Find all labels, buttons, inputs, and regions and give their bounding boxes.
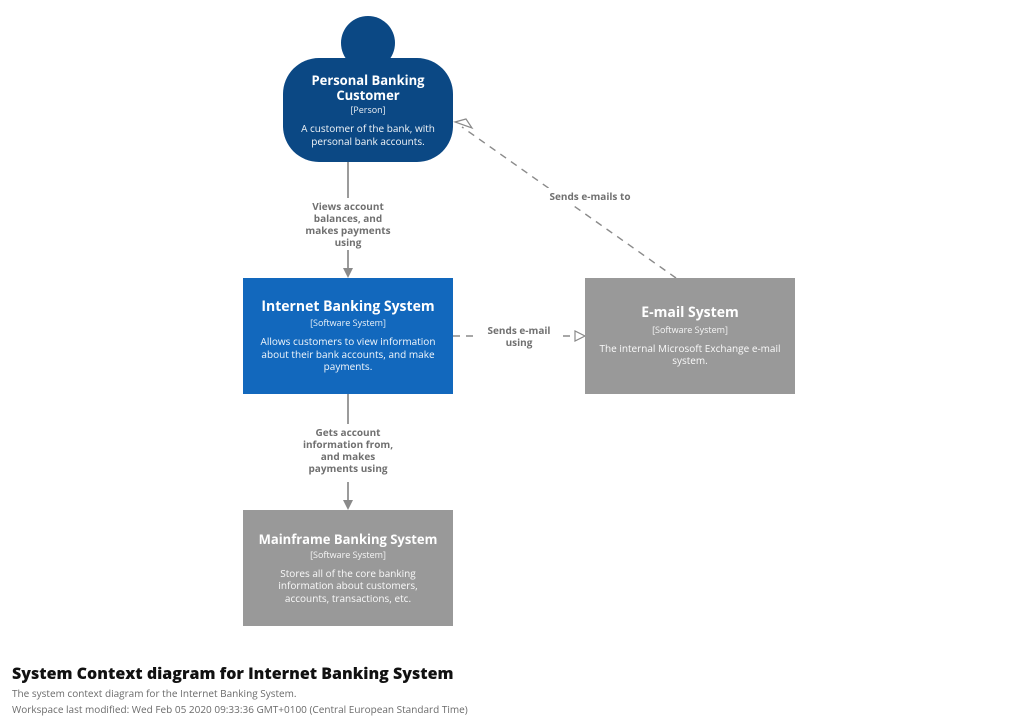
- edge-label-gets: Gets account information from, and makes…: [298, 424, 398, 476]
- diagram-footer: System Context diagram for Internet Bank…: [12, 662, 468, 716]
- node-mainframe-stereo: [Software System]: [310, 548, 386, 561]
- node-email-title: E-mail System: [641, 305, 738, 321]
- node-mainframe-title: Mainframe Banking System: [259, 532, 438, 547]
- footer-modified: Workspace last modified: Wed Feb 05 2020…: [12, 702, 468, 716]
- node-mainframe-desc: Stores all of the core banking informati…: [257, 567, 439, 605]
- edge-label-sends-to: Sends e-mails to: [530, 188, 650, 204]
- footer-subtitle: The system context diagram for the Inter…: [12, 686, 468, 700]
- node-email-stereo: [Software System]: [652, 323, 728, 336]
- edge-label-views: Views account balances, and makes paymen…: [298, 198, 398, 250]
- edge-label-sends-using: Sends e-mail using: [478, 322, 560, 350]
- node-email[interactable]: E-mail System [Software System] The inte…: [585, 278, 795, 394]
- node-mainframe[interactable]: Mainframe Banking System [Software Syste…: [243, 510, 453, 626]
- node-ibs-stereo: [Software System]: [310, 316, 386, 329]
- node-customer-desc: A customer of the bank, with personal ba…: [297, 122, 439, 147]
- node-customer-title: Personal Banking Customer: [297, 73, 439, 103]
- node-customer[interactable]: Personal Banking Customer [Person] A cus…: [283, 58, 453, 162]
- node-ibs-title: Internet Banking System: [261, 299, 434, 315]
- edges-layer: [0, 0, 1024, 722]
- node-ibs[interactable]: Internet Banking System [Software System…: [243, 278, 453, 394]
- node-email-desc: The internal Microsoft Exchange e-mail s…: [599, 342, 781, 367]
- node-ibs-desc: Allows customers to view information abo…: [257, 335, 439, 373]
- diagram-canvas: Personal Banking Customer [Person] A cus…: [0, 0, 1024, 722]
- node-customer-stereo: [Person]: [350, 103, 385, 116]
- footer-title: System Context diagram for Internet Bank…: [12, 662, 468, 684]
